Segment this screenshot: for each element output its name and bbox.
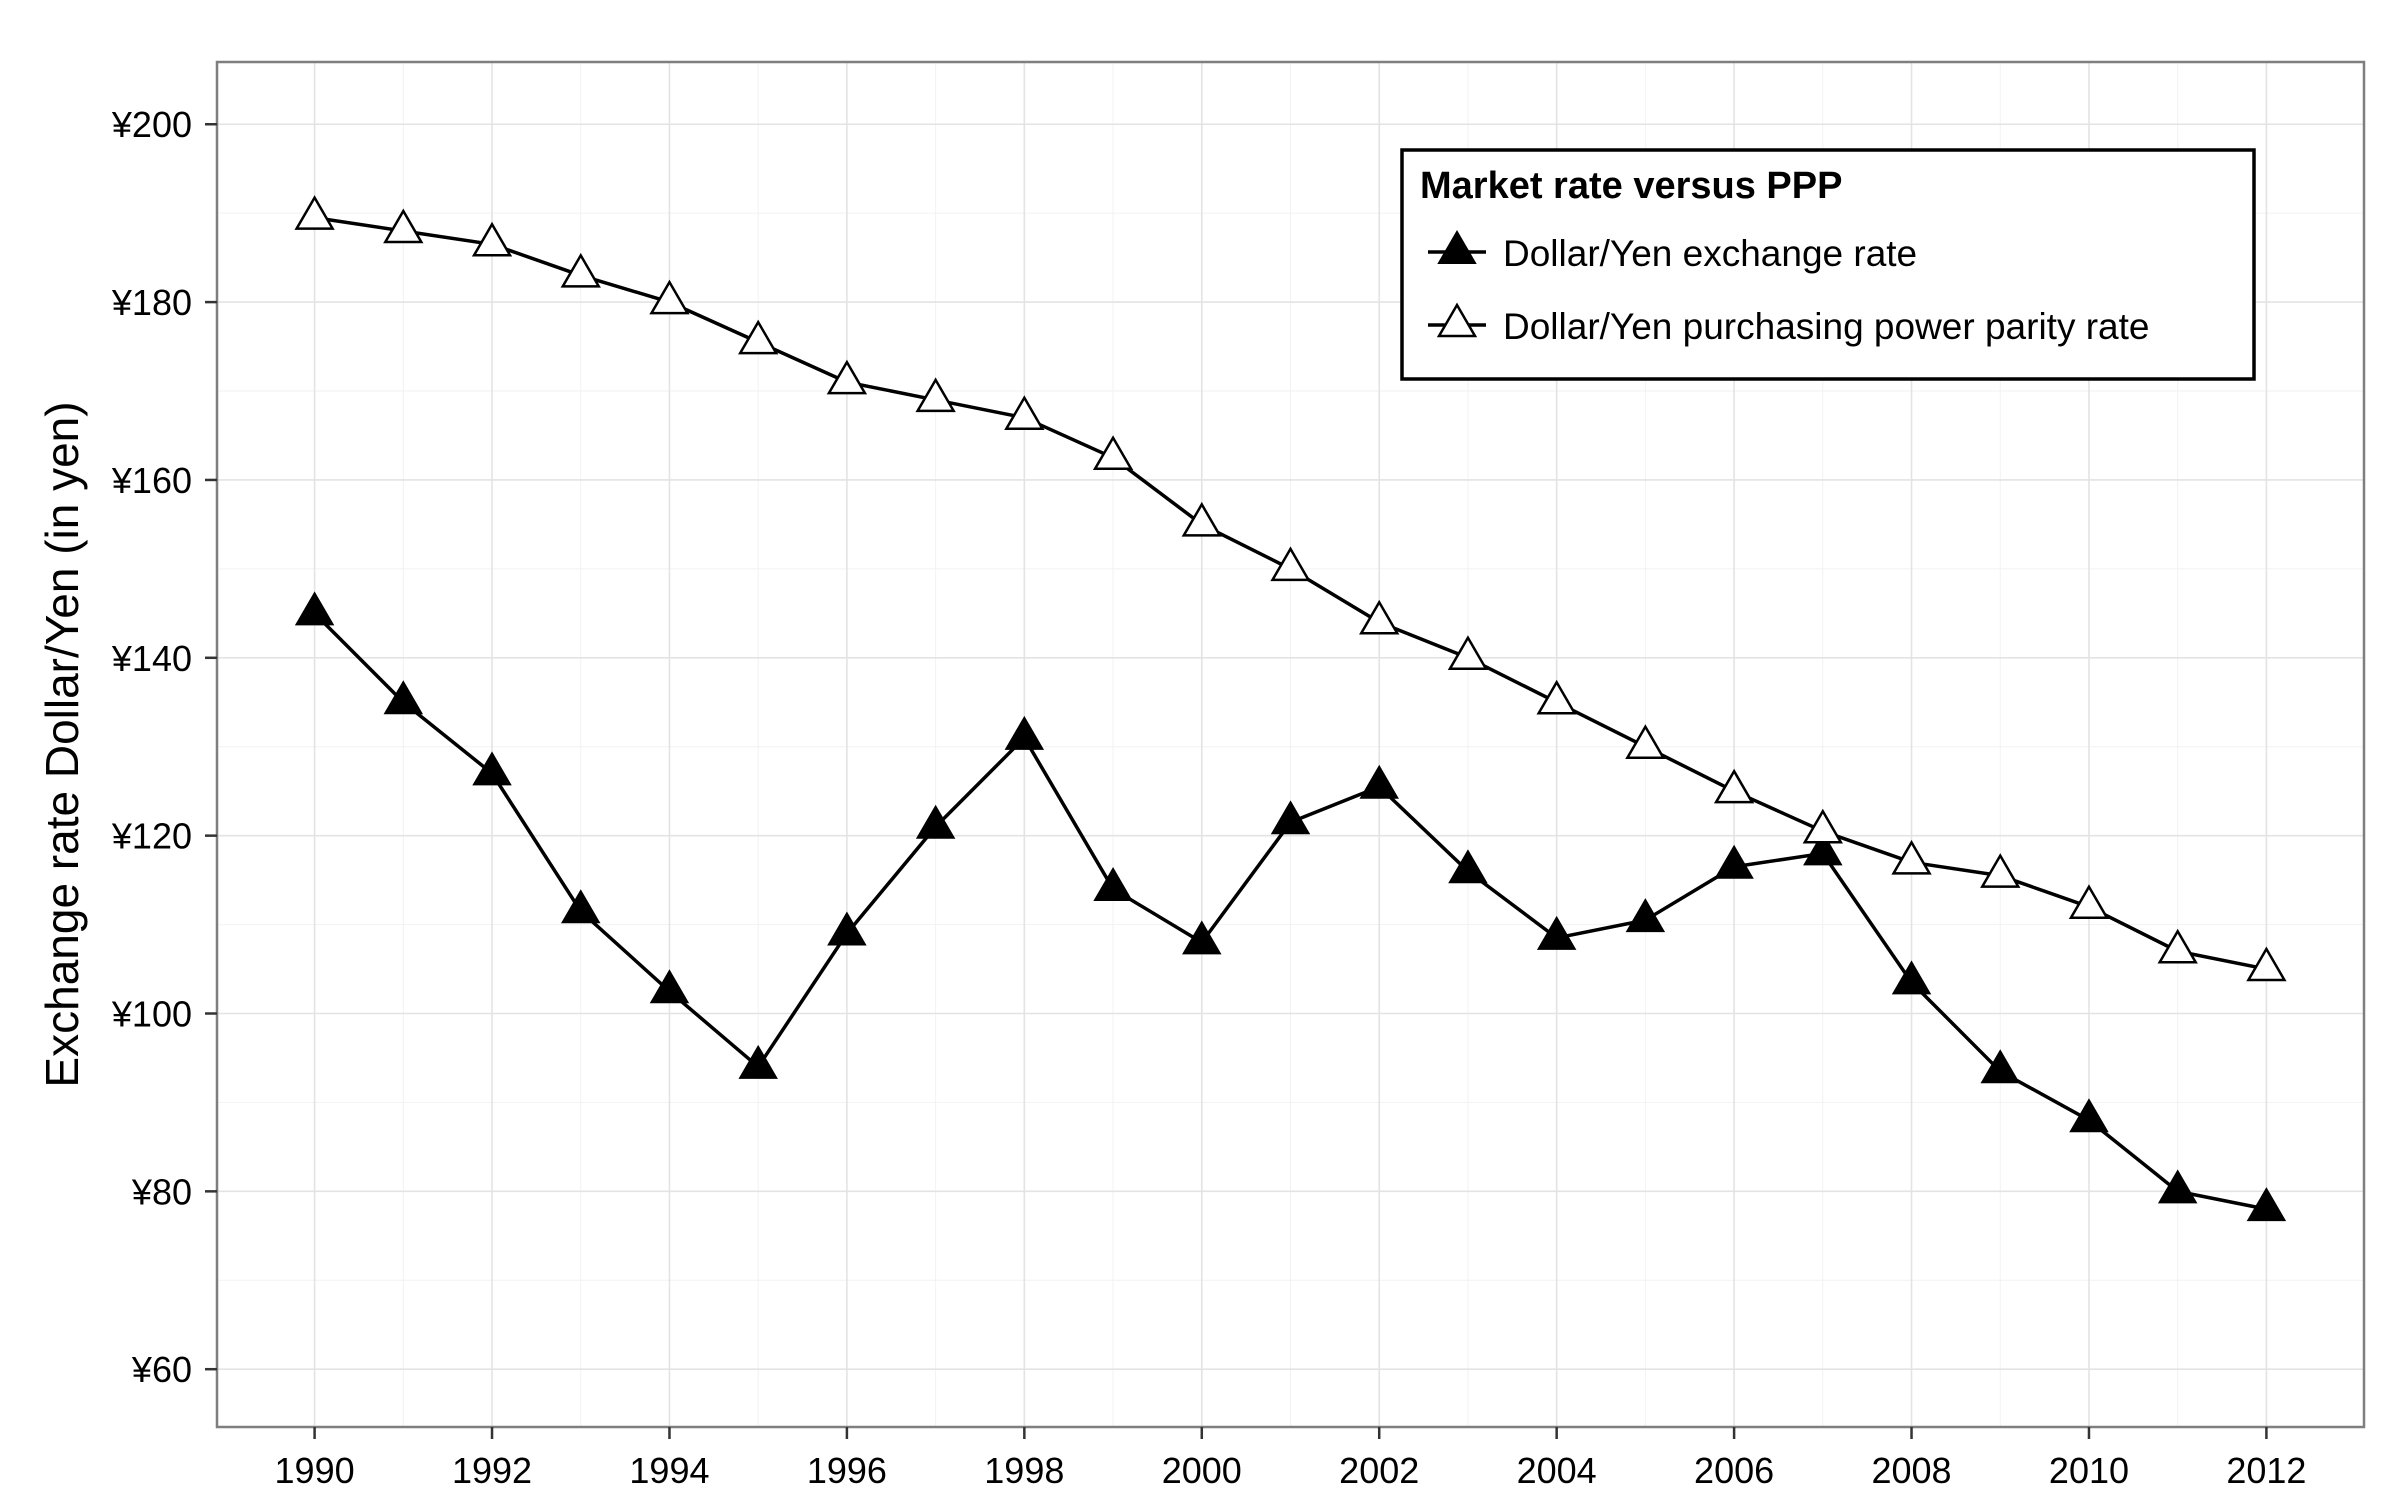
data-point-filled-triangle	[1536, 915, 1577, 950]
y-tick-label: ¥60	[131, 1349, 192, 1390]
data-point-open-triangle	[1713, 768, 1755, 804]
x-tick-label: 1998	[984, 1450, 1064, 1491]
data-point-open-triangle	[1359, 599, 1400, 635]
legend: Market rate versus PPP Dollar/Yen exchan…	[1400, 148, 2256, 381]
data-point-open-triangle	[1447, 635, 1489, 671]
x-tick-label: 2008	[1871, 1450, 1951, 1491]
x-axis: 1990 1992 1994 1996 1998 2000 2002 2004 2006 2008…	[275, 1427, 2306, 1491]
data-point-filled-triangle	[827, 911, 867, 946]
y-axis-title: Exchange rate Dollar/Yen (in yen)	[36, 401, 88, 1087]
data-point-open-triangle	[1004, 395, 1045, 430]
y-tick-label: ¥80	[131, 1171, 192, 1212]
legend-title: Market rate versus PPP	[1420, 165, 1842, 207]
data-point-open-triangle	[1625, 724, 1666, 759]
x-tick-label: 2004	[1517, 1450, 1597, 1491]
data-point-filled-triangle	[383, 680, 424, 715]
legend-entry-ppp-rate: Dollar/Yen purchasing power parity rate	[1428, 302, 2150, 347]
data-point-filled-triangle	[1182, 920, 1222, 955]
data-point-open-triangle	[1092, 435, 1134, 470]
y-tick-label: ¥200	[111, 104, 192, 145]
data-point-filled-triangle	[1714, 844, 1754, 879]
y-tick-label: ¥100	[111, 993, 192, 1034]
legend-open-triangle-icon	[1436, 302, 1478, 338]
legend-label-exchange-rate: Dollar/Yen exchange rate	[1503, 233, 1917, 274]
series-layer	[294, 195, 2287, 1222]
data-point-open-triangle	[560, 252, 601, 288]
data-point-filled-triangle	[294, 591, 335, 626]
data-point-open-triangle	[1270, 546, 1311, 582]
x-tick-label: 2010	[2049, 1450, 2129, 1491]
data-point-open-triangle	[649, 279, 690, 315]
y-tick-label: ¥180	[111, 282, 192, 323]
data-point-filled-triangle	[2157, 1169, 2198, 1204]
data-point-open-triangle	[2246, 946, 2287, 982]
y-tick-label: ¥160	[111, 460, 192, 501]
data-point-filled-triangle	[649, 969, 690, 1004]
legend-label-ppp-rate: Dollar/Yen purchasing power parity rate	[1503, 306, 2150, 347]
data-point-open-triangle	[1891, 839, 1932, 875]
data-point-open-triangle	[1181, 501, 1222, 537]
data-point-filled-triangle	[1359, 764, 1399, 799]
x-tick-label: 1990	[275, 1450, 355, 1491]
data-point-open-triangle	[2068, 884, 2110, 920]
y-axis: ¥60 ¥80 ¥100 ¥120 ¥140 ¥160 ¥180 ¥200	[111, 104, 217, 1390]
data-point-filled-triangle	[2069, 1098, 2109, 1133]
x-tick-label: 1994	[629, 1450, 709, 1491]
data-point-filled-triangle	[1803, 831, 1843, 866]
data-point-open-triangle	[738, 319, 779, 355]
data-point-open-triangle	[1802, 808, 1843, 844]
y-tick-label: ¥120	[111, 816, 192, 857]
data-point-filled-triangle	[1625, 898, 1666, 933]
series-exchange-rate	[294, 591, 2287, 1222]
data-point-filled-triangle	[1891, 960, 1932, 995]
data-point-open-triangle	[826, 359, 868, 395]
data-point-open-triangle	[915, 377, 956, 413]
data-point-open-triangle	[1980, 853, 2021, 888]
data-point-open-triangle	[383, 208, 424, 244]
x-tick-label: 1996	[807, 1450, 887, 1491]
data-point-filled-triangle	[915, 804, 956, 839]
data-point-filled-triangle	[2246, 1187, 2287, 1222]
x-tick-label: 2002	[1339, 1450, 1419, 1491]
data-point-filled-triangle	[472, 751, 512, 786]
x-tick-label: 2012	[2226, 1450, 2306, 1491]
data-point-filled-triangle	[1270, 800, 1311, 835]
data-point-filled-triangle	[561, 889, 601, 924]
legend-filled-triangle-icon	[1437, 230, 1477, 264]
x-tick-label: 2006	[1694, 1450, 1774, 1491]
data-point-filled-triangle	[1004, 715, 1045, 750]
data-point-filled-triangle	[1093, 867, 1133, 902]
x-tick-label: 1992	[452, 1450, 532, 1491]
data-point-open-triangle	[1536, 679, 1577, 715]
data-point-filled-triangle	[1448, 849, 1488, 884]
data-point-open-triangle	[2157, 928, 2198, 964]
data-point-filled-triangle	[738, 1044, 778, 1079]
data-point-open-triangle	[294, 195, 335, 230]
series-ppp-rate	[294, 195, 2287, 982]
y-tick-label: ¥140	[111, 638, 192, 679]
x-tick-label: 2000	[1162, 1450, 1242, 1491]
data-point-filled-triangle	[1980, 1049, 2020, 1084]
legend-entry-exchange-rate: Dollar/Yen exchange rate	[1428, 230, 1917, 274]
legend-box	[1400, 148, 2256, 381]
plot-border	[215, 60, 2366, 1429]
data-point-open-triangle	[471, 221, 513, 257]
